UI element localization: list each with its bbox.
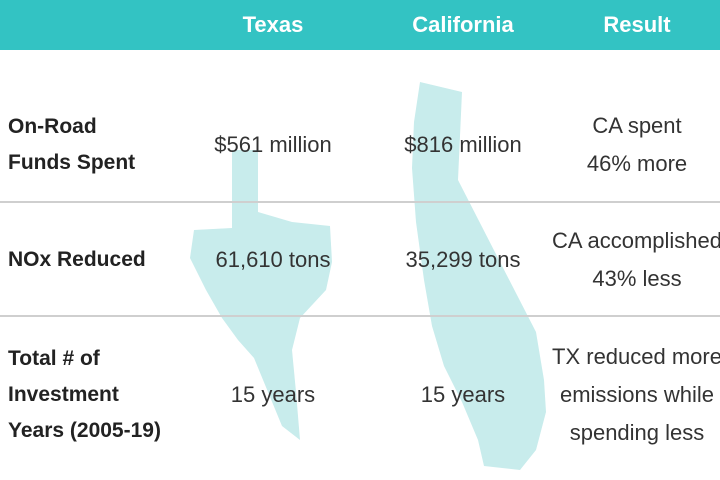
california-shape	[412, 82, 546, 470]
result: CA accomplished 43% less	[552, 222, 720, 298]
result-line: 43% less	[592, 266, 682, 291]
label-line: Investment	[8, 383, 119, 406]
texas-shape	[190, 150, 332, 440]
result: TX reduced more emissions while spending l…	[552, 338, 720, 452]
column-header: Result	[603, 12, 671, 37]
result-line: CA accomplished	[552, 228, 720, 253]
result-line: CA spent	[592, 113, 682, 138]
column-header: Texas	[242, 12, 304, 37]
california-value: $816 million	[404, 132, 522, 157]
label-line: Years (2005-19)	[8, 419, 161, 442]
result-line: TX reduced more	[552, 344, 720, 369]
texas-value: 15 years	[230, 382, 316, 407]
label-line: On-Road	[8, 115, 97, 138]
label-line: NOx Reduced	[8, 248, 146, 271]
column-header: California	[412, 12, 514, 37]
texas-value: 61,610 tons	[215, 247, 331, 272]
label-line: Total # of	[8, 347, 100, 370]
result-line: 46% more	[586, 151, 688, 176]
label-line: Funds Spent	[8, 151, 136, 174]
result-line: spending less	[569, 420, 705, 445]
row-label: On-Road Funds Spent	[8, 109, 135, 181]
california-value: 15 years	[420, 382, 506, 407]
row-label: NOx Reduced	[8, 242, 146, 278]
california-value: 35,299 tons	[405, 247, 521, 272]
row-label: Total # of Investment Years (2005-19)	[8, 341, 161, 449]
header-bar	[0, 0, 720, 50]
result-line: emissions while	[559, 382, 715, 407]
texas-value: $561 million	[214, 132, 332, 157]
result: CA spent 46% more	[587, 107, 687, 183]
